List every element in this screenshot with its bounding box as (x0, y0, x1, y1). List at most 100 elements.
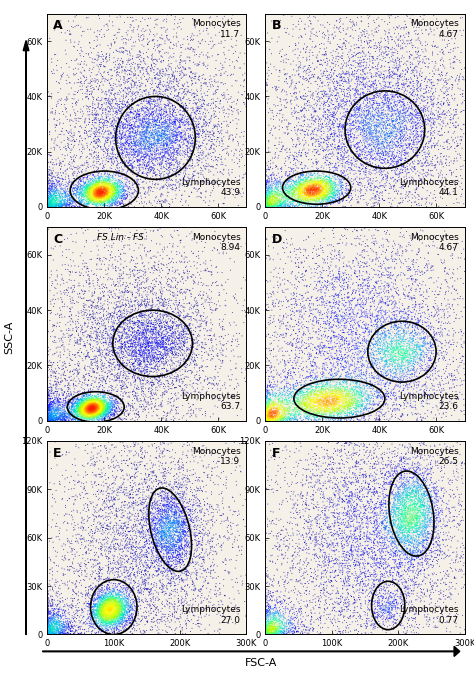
Point (175, 78, 182, 89)
Point (350, 119, 357, 130)
Point (150, 54, 157, 65)
Point (55, 200, 63, 211)
Point (96, 397, 103, 408)
Point (311, 412, 319, 423)
Point (95, 178, 102, 188)
Point (143, 367, 151, 377)
Point (103, 610, 111, 620)
Point (174, 333, 182, 344)
Point (153, 318, 161, 329)
Point (384, 316, 392, 327)
Point (401, 351, 409, 362)
Point (278, 285, 286, 296)
Point (302, 178, 310, 189)
Point (78, 398, 85, 409)
Point (78, 410, 85, 421)
Point (422, 487, 430, 497)
Point (96, 176, 104, 186)
Point (99, 535, 107, 545)
Point (325, 189, 333, 200)
Point (282, 27, 290, 38)
Point (296, 545, 303, 556)
Point (102, 612, 110, 623)
Point (86, 402, 93, 413)
Point (268, 172, 275, 183)
Point (403, 342, 410, 352)
Point (311, 178, 319, 188)
Point (262, 194, 269, 205)
Point (120, 486, 128, 497)
Point (417, 344, 424, 355)
Point (164, 334, 172, 345)
Point (115, 618, 122, 628)
Point (102, 594, 110, 605)
Point (283, 89, 291, 100)
Point (89, 604, 96, 615)
Point (395, 326, 403, 337)
Point (173, 167, 181, 178)
Point (454, 609, 462, 620)
Point (171, 180, 179, 190)
Point (290, 558, 297, 569)
Point (184, 117, 192, 128)
Point (146, 373, 154, 384)
Point (356, 294, 364, 305)
Point (278, 396, 286, 406)
Point (428, 94, 435, 105)
Point (51, 453, 59, 464)
Point (310, 189, 317, 200)
Point (84, 400, 91, 411)
Point (143, 125, 151, 136)
Point (142, 556, 149, 566)
Point (113, 187, 120, 198)
Point (374, 614, 381, 624)
Point (347, 103, 355, 114)
Point (165, 541, 173, 552)
Point (153, 540, 160, 551)
Point (93, 400, 100, 410)
Point (341, 555, 349, 566)
Point (314, 168, 321, 179)
Point (423, 395, 431, 406)
Point (76, 628, 84, 639)
Point (409, 389, 417, 400)
Point (50, 138, 58, 148)
Point (116, 360, 124, 371)
Point (430, 486, 438, 497)
Point (132, 347, 140, 358)
Point (404, 490, 411, 501)
Point (379, 343, 386, 354)
Point (50, 610, 57, 620)
Point (311, 115, 319, 126)
Point (58, 183, 66, 194)
Point (314, 84, 322, 95)
Point (414, 352, 421, 362)
Point (179, 384, 187, 395)
Point (319, 508, 326, 518)
Point (309, 186, 316, 196)
Point (407, 495, 415, 506)
Point (107, 605, 115, 616)
Point (166, 73, 174, 84)
Point (54, 197, 62, 208)
Point (150, 152, 158, 163)
Point (133, 351, 141, 362)
Point (376, 103, 384, 114)
Point (151, 561, 158, 572)
Point (112, 121, 119, 132)
Point (84, 400, 91, 411)
Point (177, 235, 184, 246)
Point (103, 404, 110, 414)
Point (199, 316, 206, 327)
Point (316, 551, 324, 562)
Point (301, 182, 309, 193)
Point (353, 254, 361, 265)
Point (359, 351, 366, 362)
Point (128, 458, 135, 468)
Point (168, 364, 176, 375)
Point (189, 490, 197, 501)
Point (280, 310, 287, 321)
Point (295, 615, 302, 626)
Point (113, 319, 121, 329)
Point (344, 401, 351, 412)
